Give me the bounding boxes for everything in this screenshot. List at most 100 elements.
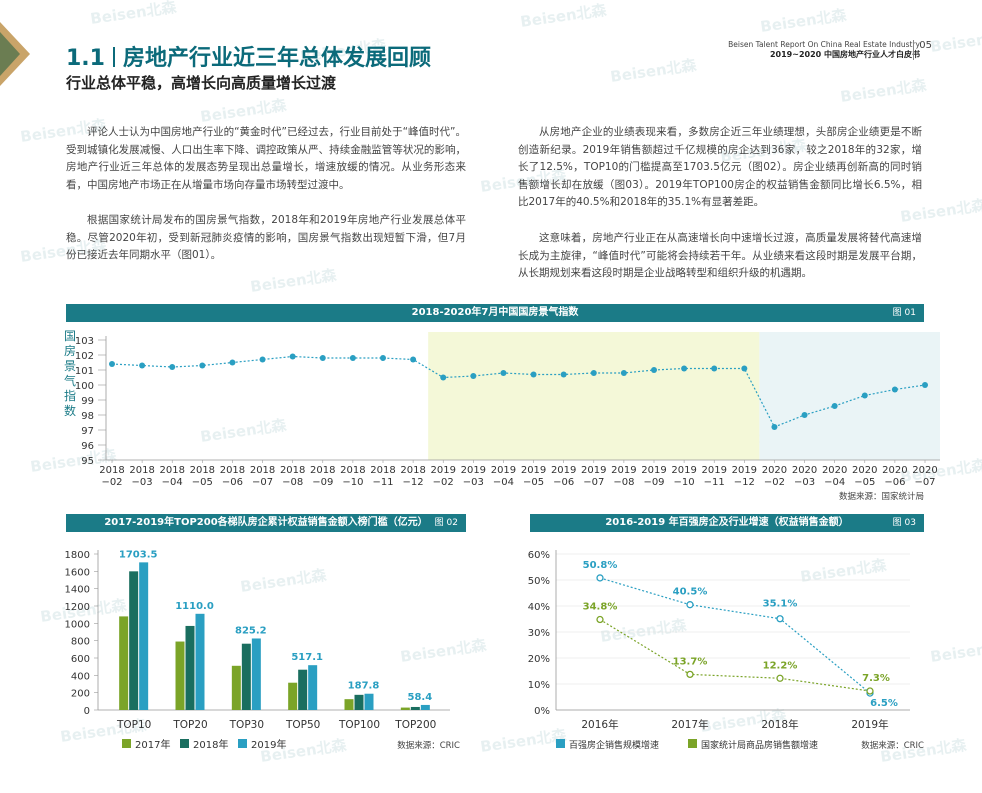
chart2-category-label: TOP10 [116,719,151,731]
chart1-xtick-label-year: 2019 [641,465,666,476]
chart3-ytick-label: 10% [528,680,550,691]
chart3-data-label: 40.5% [673,587,708,598]
chart2-legend-swatch [180,739,189,748]
chart1-point [530,371,537,378]
chart2-ytick-label: 0 [84,706,90,717]
chart1-xtick-label-year: 2020 [882,465,907,476]
page-number: 05 [919,40,932,51]
chart1-xtick-label-month: −04 [493,477,514,486]
paragraph-left-2: 根据国家统计局发布的国房景气指数，2018年和2019年房地产行业发展总体平稳。… [66,214,466,261]
chart1-xtick-label-month: −11 [704,477,725,486]
chart2-bar [185,625,195,710]
chart1-xtick-label-month: −11 [372,477,393,486]
chart2-data-label: 517.1 [291,652,323,663]
chart1-ytick-label: 103 [75,336,94,347]
chart1-point [590,370,597,376]
chart3-point [686,601,694,609]
chart2-category-label: TOP100 [338,719,380,731]
corner-decoration-inner [0,32,20,76]
chart1-point [891,386,898,393]
chart2-legend-label: 2018年 [193,738,228,751]
chart1-xtick-label-year: 2018 [370,465,395,476]
chart1-xtick-label-year: 2019 [521,465,546,476]
chart2-ytick-label: 400 [71,671,90,682]
chart2-ytick-label: 1400 [65,585,90,596]
chart1-xtick-label-year: 2018 [129,465,154,476]
chart2-ytick-label: 200 [71,689,90,700]
chart1-point [289,353,296,360]
chart1-point [319,355,326,361]
chart1-xtick-label-year: 2020 [822,465,847,476]
chart1-source: 数据来源：国家统计局 [838,492,924,502]
chart2-bar [400,707,410,710]
chart2-data-label: 1110.0 [175,601,214,612]
chart2-figure-label: 图 02 [434,518,458,528]
chart2-bar [308,665,318,710]
chart1-point [470,373,477,379]
chart1-line-chart: 国房景气指数95969798991001011021032018−022018−… [64,329,940,486]
chart2-data-label: 825.2 [235,625,267,636]
chart3-xtick-label: 2019年 [851,718,888,731]
report-header: Beisen Talent Report On China Real Estat… [728,40,920,60]
chart1-point [651,367,657,373]
chart2-bar [129,571,139,710]
chart1-xtick-label-month: −05 [192,477,213,486]
chart3-data-label: 7.3% [862,673,890,684]
chart1-point [741,365,748,372]
chart1-xtick-label-month: −12 [403,477,424,486]
chart1-xtick-label-month: −09 [643,477,664,486]
chart1-point [500,370,507,376]
chart1-point [681,365,688,372]
chart1-point [380,355,386,361]
chart3-data-label: 6.5% [870,698,898,709]
chart3-line-chart: 0% 10% 20% 30% 40% 50% 60% 2016年 2017年 2018年 2019年… [528,550,924,751]
chart1-point [169,364,176,370]
chart3-data-label: 12.2% [763,660,798,671]
chart1-ylabel-char: 国 [64,329,76,343]
chart1-xtick-label-year: 2019 [732,465,757,476]
chart3-point [596,574,604,582]
chart1-ylabel-char: 数 [64,403,76,418]
chart1-xtick-label-year: 2018 [310,465,335,476]
chart3-point [866,687,874,695]
chart1-xtick-label-year: 2018 [220,465,245,476]
chart2-title: 2017-2019年TOP200各梯队房企累计权益销售金额入榜门槛（亿元） [104,517,428,528]
chart1-point [620,370,627,376]
chart1-xtick-label-month: −12 [734,477,755,486]
chart3-source: 数据来源：CRIC [861,740,924,751]
chart2-bar [344,699,354,710]
chart1-xtick-label-month: −03 [463,477,484,486]
report-title-en: Beisen Talent Report On China Real Estat… [728,40,920,49]
chart1-xtick-label-year: 2019 [551,465,576,476]
chart1-xtick-label-year: 2018 [400,465,425,476]
chart3-series-line [599,619,871,692]
chart1-title: 2018-2020年7月中国国房景气指数 [411,307,579,318]
chart3-point [776,674,784,682]
chart2-bar [410,706,420,710]
chart3-ytick-label: 30% [528,628,550,639]
chart1-xtick-label-month: −07 [914,477,935,486]
chart1-point [801,412,808,418]
chart2-bar-chart: 0 200 400 600 800 1000 1200 1400 1600 1800 1703.5 T… [65,549,461,751]
chart1-xtick-label-month: −10 [674,477,695,486]
chart1-xtick-label-year: 2019 [461,465,486,476]
band-2020 [759,332,940,460]
chart3-point [776,615,784,623]
chart2-category-label: TOP30 [229,719,264,731]
chart1-xtick-label-year: 2018 [280,465,305,476]
chart3-data-label: 13.7% [673,656,708,667]
chart1-point [199,362,206,369]
chart3-xtick-label: 2018年 [761,718,798,731]
section-title-text: 房地产行业近三年总体发展回顾 [122,46,431,71]
chart1-point [139,362,146,369]
chart3-legend-swatch [556,739,565,748]
chart1-point [831,403,838,409]
title-divider [112,47,115,67]
chart2-ytick-label: 1600 [65,567,90,578]
chart2-legend-swatch [238,739,247,748]
chart3-data-label: 34.8% [583,602,618,613]
chart1-point [440,374,447,381]
chart1-ytick-label: 101 [75,366,94,377]
band-2019 [428,332,760,460]
chart2-data-label: 58.4 [407,692,432,703]
